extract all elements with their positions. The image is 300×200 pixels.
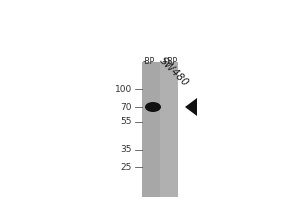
Bar	[142, 62, 178, 197]
Text: 100: 100	[115, 84, 132, 94]
Text: +BP: +BP	[161, 57, 177, 66]
Polygon shape	[185, 98, 197, 116]
Bar	[142, 62, 160, 197]
Text: 25: 25	[121, 162, 132, 171]
Text: 70: 70	[121, 102, 132, 112]
Text: SW480: SW480	[158, 55, 191, 88]
Text: -BP: -BP	[143, 57, 155, 66]
Text: 35: 35	[121, 146, 132, 154]
Text: 55: 55	[121, 117, 132, 127]
Ellipse shape	[145, 102, 161, 112]
